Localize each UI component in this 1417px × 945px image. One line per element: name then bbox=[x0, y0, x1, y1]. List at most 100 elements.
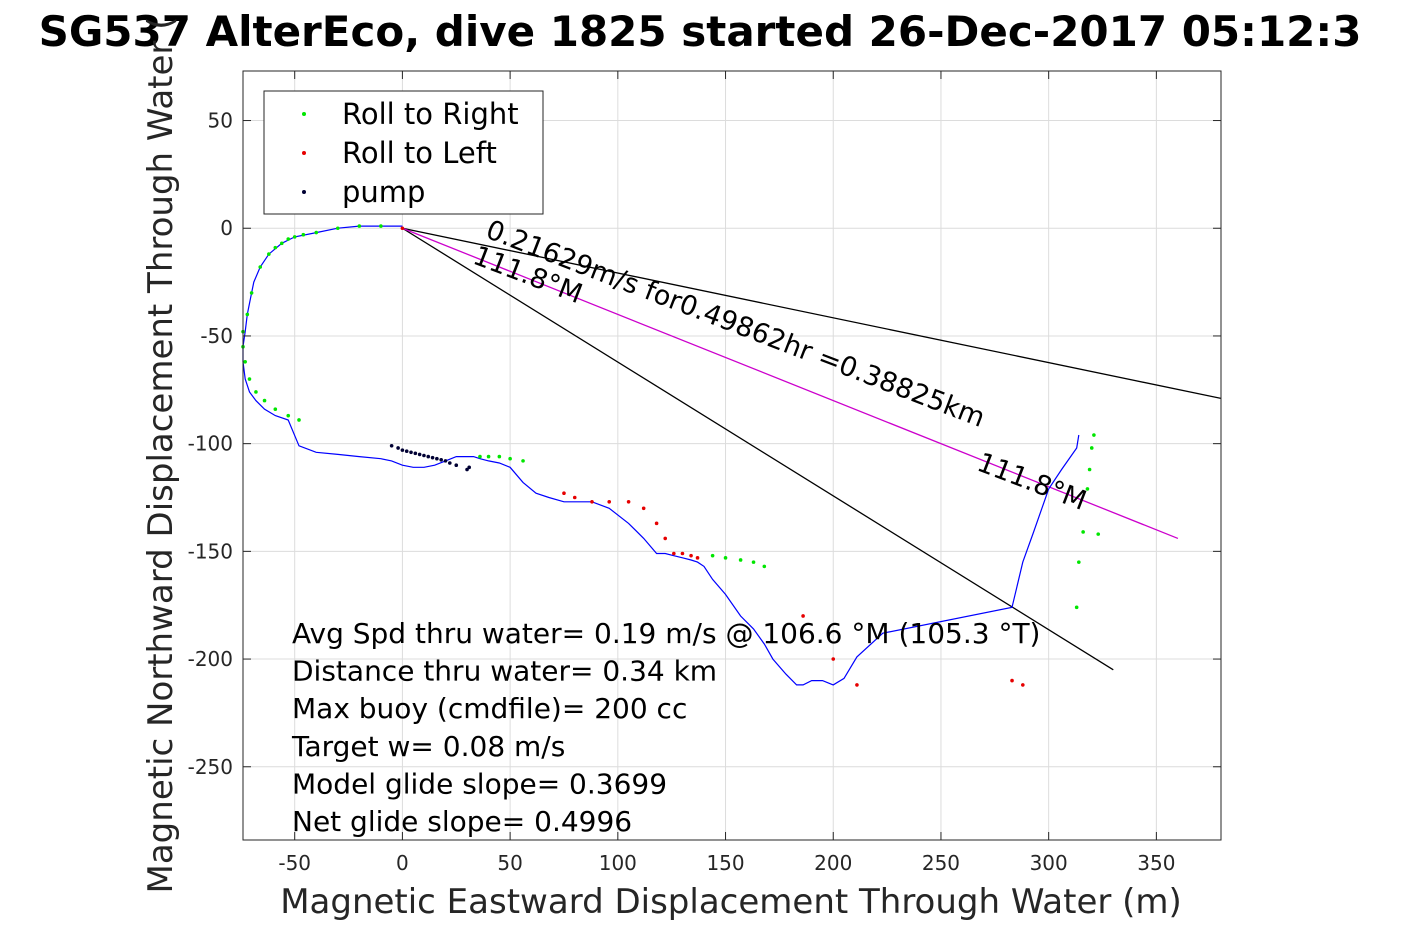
x-tick-label: 50 bbox=[497, 851, 522, 875]
pump-point bbox=[400, 448, 405, 452]
roll-left-point bbox=[1021, 683, 1025, 687]
legend-marker bbox=[302, 112, 306, 116]
roll-left-point bbox=[641, 506, 646, 511]
stats-line: Model glide slope= 0.3699 bbox=[292, 767, 667, 800]
roll-left-point bbox=[562, 491, 566, 495]
roll-left-point bbox=[1010, 678, 1014, 683]
roll-right-point bbox=[286, 413, 291, 418]
roll-right-point bbox=[1089, 446, 1094, 450]
roll-left-point bbox=[680, 551, 685, 556]
roll-left-point bbox=[672, 551, 676, 556]
roll-right-point bbox=[273, 407, 278, 411]
roll-left-point bbox=[855, 683, 859, 687]
y-tick-label: -250 bbox=[188, 755, 233, 779]
roll-left-point bbox=[607, 500, 612, 504]
pump-point bbox=[430, 455, 435, 460]
roll-left-point bbox=[689, 553, 693, 558]
roll-left-point bbox=[801, 614, 805, 618]
roll-right-point bbox=[243, 359, 247, 364]
y-tick-label: -150 bbox=[188, 539, 233, 563]
roll-right-point bbox=[486, 454, 491, 459]
pump-point bbox=[422, 453, 426, 458]
roll-right-point bbox=[262, 398, 267, 403]
x-axis-label: Magnetic Eastward Displacement Through W… bbox=[280, 882, 1182, 922]
pump-point bbox=[413, 451, 418, 456]
y-tick-label: -100 bbox=[188, 432, 233, 456]
roll-right-point bbox=[297, 418, 301, 422]
roll-right-point bbox=[723, 556, 728, 560]
y-tick-label: 0 bbox=[220, 216, 233, 240]
roll-right-point bbox=[314, 230, 319, 235]
roll-left-point bbox=[572, 495, 577, 500]
roll-right-point bbox=[249, 291, 254, 295]
roll-right-point bbox=[267, 252, 271, 256]
x-tick-label: 150 bbox=[706, 851, 744, 875]
track-points bbox=[241, 224, 1101, 687]
roll-left-point bbox=[654, 521, 659, 526]
roll-right-point bbox=[710, 553, 715, 558]
bearing-line bbox=[402, 227, 1179, 540]
plot-area-frame bbox=[242, 70, 1222, 841]
bearing-lines bbox=[402, 227, 1221, 671]
roll-right-point bbox=[335, 226, 340, 231]
roll-right-point bbox=[273, 245, 278, 250]
roll-right-point bbox=[245, 312, 250, 317]
legend-marker bbox=[302, 151, 306, 155]
roll-left-point bbox=[400, 226, 405, 231]
legend-marker bbox=[302, 190, 306, 194]
stats-line: Avg Spd thru water= 0.19 m/s @ 106.6 °M … bbox=[292, 617, 1040, 650]
roll-right-point bbox=[521, 459, 525, 463]
roll-left-point bbox=[626, 500, 631, 504]
roll-right-point bbox=[738, 558, 743, 562]
pump-point bbox=[396, 446, 400, 450]
roll-right-point bbox=[1077, 560, 1081, 564]
roll-right-point bbox=[1081, 530, 1085, 534]
pump-point bbox=[409, 450, 413, 455]
roll-right-point bbox=[357, 224, 362, 228]
stats-line: Net glide slope= 0.4996 bbox=[292, 805, 632, 838]
pump-point bbox=[448, 461, 452, 465]
roll-right-point bbox=[301, 232, 306, 237]
bearing-line bbox=[402, 227, 1221, 400]
roll-right-point bbox=[1092, 433, 1096, 437]
y-tick-label: 50 bbox=[208, 109, 233, 133]
legend: Roll to Right Roll to Left pump bbox=[263, 90, 544, 215]
track-line bbox=[242, 225, 1080, 686]
x-tick-label: 350 bbox=[1137, 851, 1175, 875]
legend-label: Roll to Right bbox=[342, 97, 519, 131]
stats-text-block: Avg Spd thru water= 0.19 m/s @ 106.6 °M … bbox=[291, 617, 1040, 838]
roll-right-point bbox=[478, 454, 482, 459]
roll-right-point bbox=[286, 237, 291, 241]
roll-right-point bbox=[751, 560, 756, 564]
roll-right-point bbox=[508, 456, 512, 461]
x-tick-label: 0 bbox=[396, 851, 409, 875]
pump-point bbox=[439, 458, 443, 462]
pump-point bbox=[404, 449, 409, 453]
pump-point bbox=[389, 444, 394, 448]
roll-left-point bbox=[695, 556, 700, 560]
x-tick-label: 300 bbox=[1030, 851, 1068, 875]
track-polyline bbox=[242, 225, 1080, 686]
roll-right-point bbox=[762, 564, 767, 569]
stats-line: Target w= 0.08 m/s bbox=[291, 730, 565, 763]
pump-point bbox=[417, 452, 422, 457]
pump-point bbox=[435, 456, 439, 461]
legend-box bbox=[263, 90, 544, 215]
legend-label: pump bbox=[342, 175, 425, 209]
pump-point bbox=[426, 454, 431, 459]
chart-title: SG537 AlterEco, dive 1825 started 26-Dec… bbox=[39, 7, 1362, 56]
stats-line: Distance thru water= 0.34 km bbox=[292, 655, 717, 688]
axis-ticks: -50 0 50 100 150 200 250 300 350 50 0 -50 -100 -150 -2… bbox=[188, 71, 1221, 875]
roll-right-point bbox=[1096, 532, 1101, 536]
x-tick-label: 250 bbox=[922, 851, 960, 875]
roll-right-point bbox=[254, 390, 258, 394]
legend-label: Roll to Left bbox=[342, 136, 497, 170]
y-tick-label: -200 bbox=[188, 647, 233, 671]
pump-point bbox=[467, 465, 471, 470]
roll-left-point bbox=[663, 536, 668, 541]
roll-right-point bbox=[247, 377, 252, 381]
x-tick-label: 200 bbox=[814, 851, 852, 875]
roll-right-point bbox=[1087, 467, 1092, 472]
